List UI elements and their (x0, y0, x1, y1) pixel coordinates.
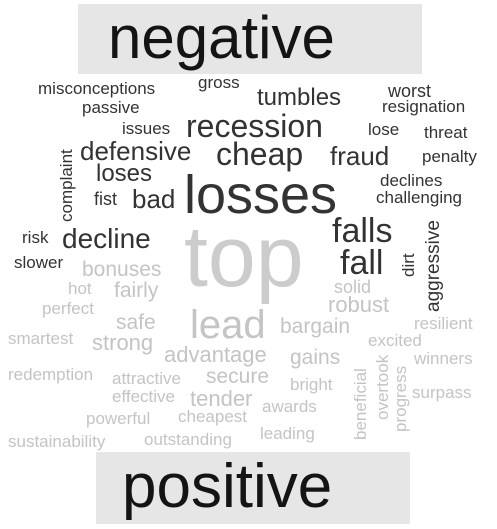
word-cheap: cheap (216, 136, 304, 172)
word-top: top (184, 209, 304, 305)
word-lead: lead (190, 303, 266, 347)
word-resignation: resignation (382, 97, 466, 116)
negative-label: negative (108, 4, 335, 71)
word-powerful: powerful (86, 409, 151, 428)
word-advantage: advantage (164, 342, 267, 367)
word-effective: effective (112, 387, 176, 406)
word-overtook: overtook (373, 354, 392, 420)
word-tumbles: tumbles (257, 84, 342, 111)
word-beneficial: beneficial (351, 368, 370, 440)
word-losses: losses (184, 165, 338, 225)
word-worst: worst (388, 81, 432, 101)
word-resilient: resilient (414, 314, 473, 333)
word-progress: progress (391, 365, 410, 432)
word-outstanding: outstanding (144, 430, 232, 449)
negative-banner: negative (78, 4, 422, 74)
word-redemption: redemption (8, 365, 94, 384)
word-issues: issues (122, 119, 171, 138)
word-declines: declines (380, 171, 443, 190)
word-recession: recession (186, 108, 323, 144)
word-leading: leading (260, 424, 315, 443)
word-complaint: complaint (57, 149, 76, 222)
word-safe: safe (116, 311, 156, 334)
word-risk: risk (22, 228, 49, 247)
word-falls: falls (332, 212, 393, 250)
word-defensive: defensive (80, 136, 192, 166)
word-threat: threat (424, 123, 468, 142)
word-strong: strong (92, 330, 154, 355)
word-challenging: challenging (376, 188, 463, 207)
word-misconceptions: misconceptions (38, 79, 156, 98)
word-bargain: bargain (280, 315, 351, 338)
word-surpass: surpass (412, 383, 472, 402)
word-excited: excited (368, 331, 422, 350)
word-bright: bright (290, 375, 333, 394)
word-fall: fall (340, 244, 384, 282)
word-solid: solid (334, 277, 372, 297)
word-gross: gross (198, 73, 240, 92)
word-fraud: fraud (330, 141, 390, 171)
word-awards: awards (262, 397, 317, 416)
word-hot: hot (68, 279, 92, 298)
positive-banner: positive (96, 452, 410, 524)
word-bonuses: bonuses (82, 258, 162, 281)
word-fist: fist (94, 189, 118, 209)
word-tender: tender (190, 386, 253, 411)
positive-label: positive (122, 452, 333, 521)
word-passive: passive (82, 98, 140, 117)
word-slower: slower (14, 253, 64, 272)
word-penalty: penalty (422, 147, 477, 166)
word-robust: robust (328, 292, 390, 317)
word-winners: winners (414, 349, 473, 368)
word-fairly: fairly (114, 279, 159, 302)
word-loses: loses (96, 160, 153, 187)
word-smartest: smartest (8, 329, 74, 348)
word-dirt: dirt (399, 253, 418, 277)
word-sustainability: sustainability (8, 432, 106, 451)
word-bad: bad (132, 184, 176, 214)
word-attractive: attractive (112, 369, 181, 388)
word-lose: lose (368, 120, 400, 139)
word-aggressive: aggressive (423, 220, 444, 312)
word-perfect: perfect (42, 299, 94, 318)
word-cheapest: cheapest (178, 407, 247, 426)
word-gains: gains (290, 346, 341, 369)
word-secure: secure (206, 365, 270, 388)
word-decline: decline (62, 223, 151, 254)
